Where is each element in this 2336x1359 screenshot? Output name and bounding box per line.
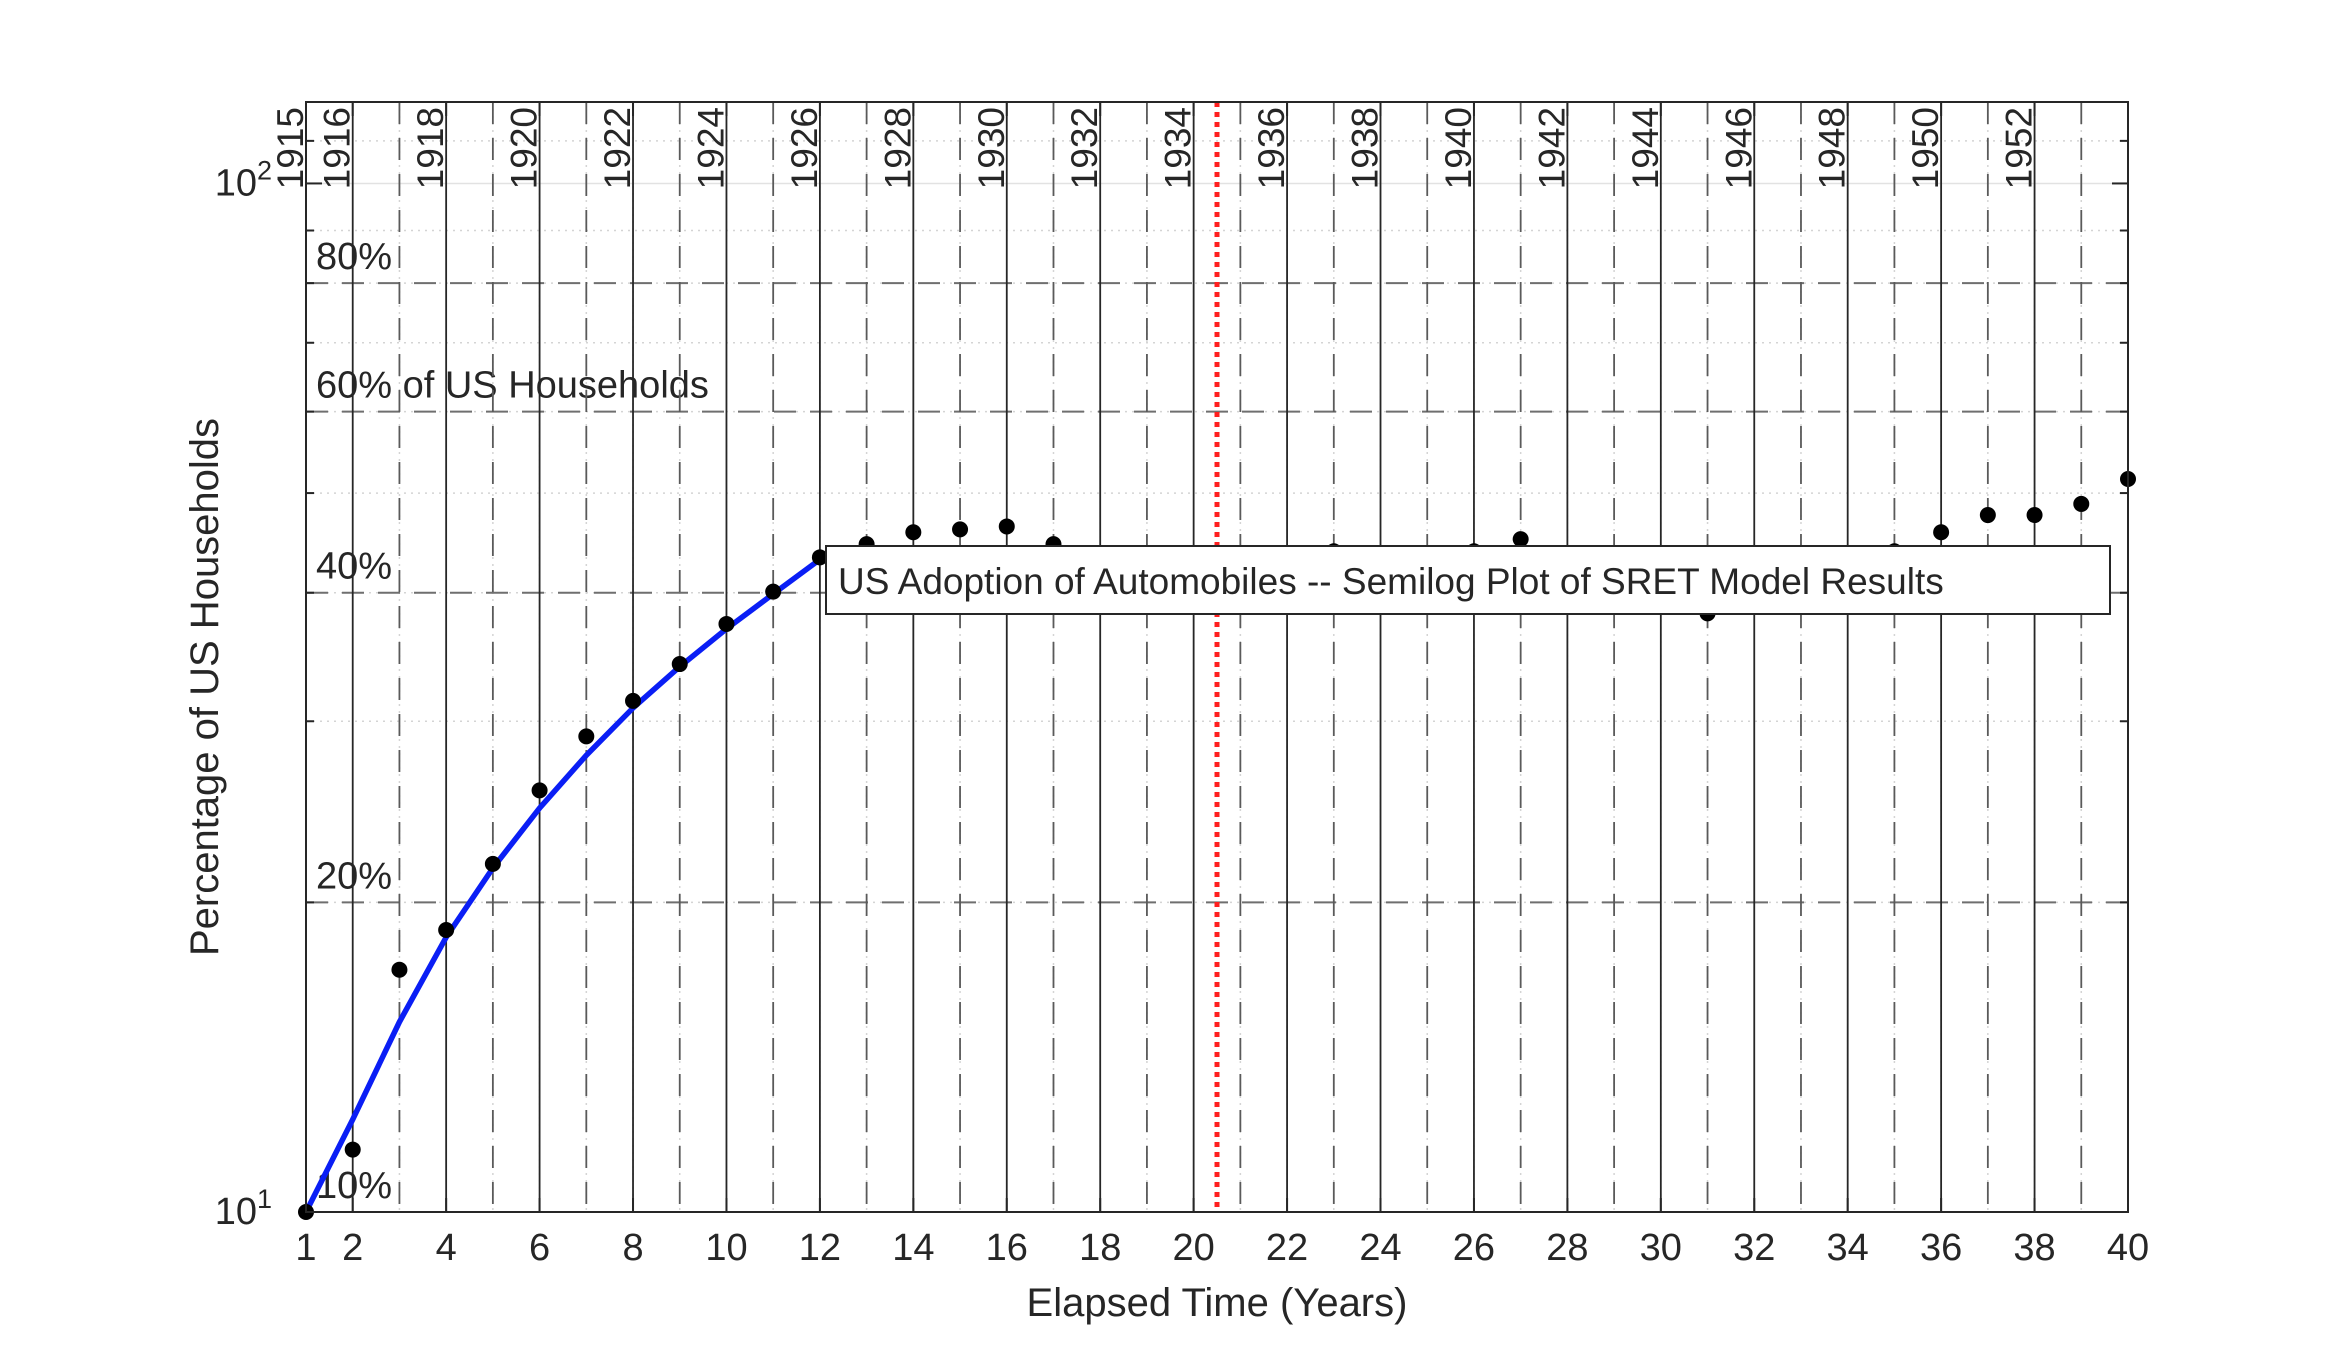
annotation-box: US Adoption of Automobiles -- Semilog Pl…	[825, 545, 2111, 615]
year-label: 1950	[1905, 107, 1946, 189]
axes-box	[305, 101, 2129, 1213]
year-label: 1918	[410, 107, 451, 189]
percent-label: 60% of US Households	[316, 365, 709, 407]
x-tick-label: 4	[436, 1227, 457, 1269]
data-point	[1512, 531, 1529, 548]
data-point	[578, 728, 595, 745]
x-tick-label: 40	[2107, 1227, 2149, 1269]
x-tick-label: 22	[1266, 1227, 1308, 1269]
data-point	[438, 922, 455, 939]
data-point	[1933, 524, 1950, 541]
x-axis-label: Elapsed Time (Years)	[1027, 1281, 1408, 1325]
data-point	[391, 961, 408, 978]
data-point	[811, 549, 828, 566]
data-point	[2026, 507, 2043, 524]
percent-label: 20%	[316, 855, 392, 897]
year-label: 1940	[1438, 107, 1479, 189]
year-label: 1920	[504, 107, 545, 189]
year-label: 1952	[1999, 107, 2040, 189]
x-tick-label: 30	[1640, 1227, 1682, 1269]
year-label: 1948	[1812, 107, 1853, 189]
data-point	[625, 692, 642, 709]
x-tick-label: 28	[1546, 1227, 1588, 1269]
x-tick-label: 6	[529, 1227, 550, 1269]
y-tick-label: 101	[215, 1184, 272, 1233]
year-label: 1926	[784, 107, 825, 189]
x-tick-label: 24	[1359, 1227, 1401, 1269]
annotation-frame	[825, 545, 2111, 615]
year-label: 1938	[1345, 107, 1386, 189]
data-point	[765, 583, 782, 600]
data-point	[718, 615, 735, 632]
year-label: 1924	[690, 107, 731, 189]
x-tick-label: 12	[799, 1227, 841, 1269]
data-point	[671, 656, 688, 673]
x-tick-label: 20	[1173, 1227, 1215, 1269]
year-label: 1922	[597, 107, 638, 189]
data-point	[344, 1141, 361, 1158]
year-label: 1942	[1531, 107, 1572, 189]
x-tick-label: 2	[342, 1227, 363, 1269]
x-tick-label: 10	[705, 1227, 747, 1269]
data-point	[952, 521, 969, 538]
x-tick-label: 32	[1733, 1227, 1775, 1269]
year-label: 1944	[1625, 107, 1666, 189]
percent-label: 80%	[316, 236, 392, 278]
x-tick-label: 36	[1920, 1227, 1962, 1269]
plot-frame	[305, 101, 2129, 1213]
year-label: 1934	[1158, 107, 1199, 189]
annotation-text: US Adoption of Automobiles -- Semilog Pl…	[838, 561, 1944, 602]
year-label: 1916	[317, 107, 358, 189]
x-tick-label: 14	[892, 1227, 934, 1269]
x-tick-label: 16	[986, 1227, 1028, 1269]
y-tick-label: 102	[215, 155, 272, 204]
data-point	[2073, 495, 2090, 512]
data-point	[1979, 507, 1996, 524]
x-tick-label: 1	[295, 1227, 316, 1269]
year-label: 1928	[877, 107, 918, 189]
x-tick-label: 18	[1079, 1227, 1121, 1269]
data-point	[531, 782, 548, 799]
year-label: 1946	[1718, 107, 1759, 189]
year-label: 1930	[971, 107, 1012, 189]
year-reference-lines: 1915 1916 1918 1920 1922 1924 1926 1928 1930 1932…	[270, 102, 2129, 1212]
x-tick-label: 8	[622, 1227, 643, 1269]
y-axis-label: Percentage of US Households	[183, 418, 227, 956]
x-axis-ticks: 1 2 4 6 8 10 12 14 16 18 20 22 24 26 28 30 32 34 36 38 40	[295, 102, 2149, 1269]
data-point	[905, 524, 922, 541]
year-label: 1932	[1064, 107, 1105, 189]
y-axis-ticks: 101 102	[215, 139, 2128, 1233]
data-point	[998, 518, 1015, 535]
x-tick-label: 38	[2013, 1227, 2055, 1269]
year-label: 1936	[1251, 107, 1292, 189]
x-tick-label: 34	[1827, 1227, 1869, 1269]
percent-label: 40%	[316, 546, 392, 588]
year-label: 1915	[270, 107, 311, 189]
x-tick-label: 26	[1453, 1227, 1495, 1269]
data-point	[484, 855, 501, 872]
